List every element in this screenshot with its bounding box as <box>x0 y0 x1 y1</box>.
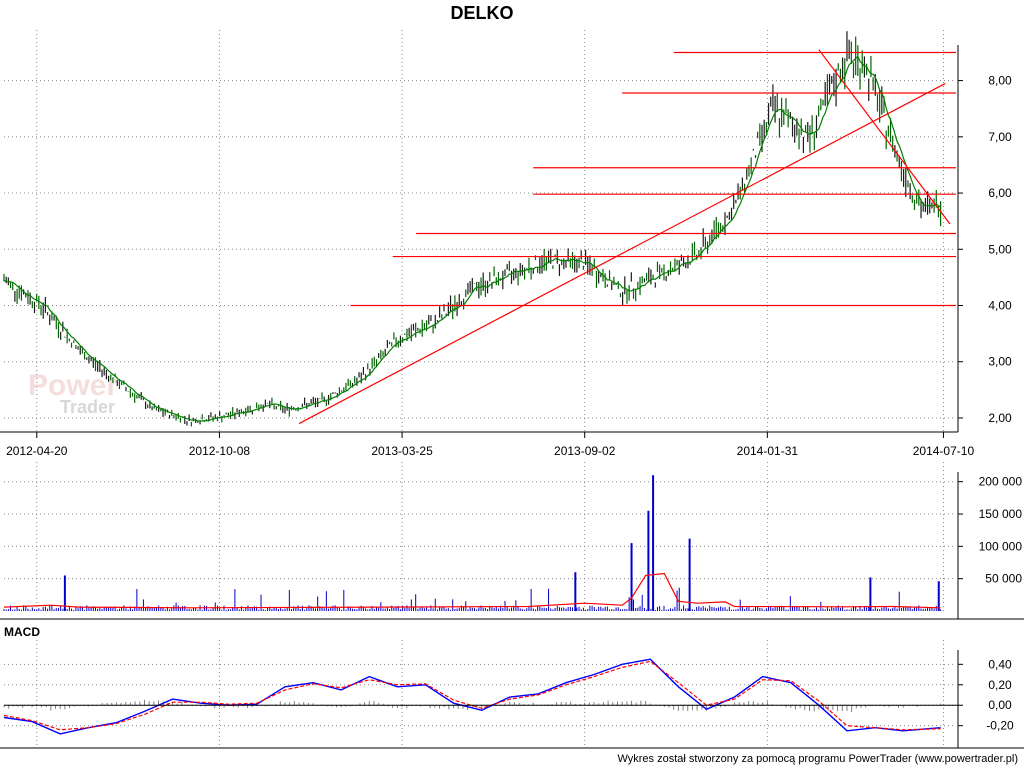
volume-tick-label: 50 000 <box>985 572 1022 586</box>
support-resistance-lines <box>298 49 956 425</box>
x-tick-label: 2012-04-20 <box>6 444 68 458</box>
grid <box>4 30 954 748</box>
macd-tick-label: 0,40 <box>988 657 1012 671</box>
price-tick-label: 4,00 <box>988 298 1012 312</box>
watermark-power: Power <box>28 369 118 402</box>
chart-title: DELKO <box>451 3 514 23</box>
trendline <box>298 82 946 425</box>
macd-signal-line <box>3 660 941 731</box>
price-tick-label: 3,00 <box>988 355 1012 369</box>
price-tick-label: 2,00 <box>988 411 1012 425</box>
price-tick-label: 6,00 <box>988 186 1012 200</box>
price-tick-label: 7,00 <box>988 130 1012 144</box>
x-tick-label: 2014-01-31 <box>737 444 799 458</box>
volume-tick-label: 150 000 <box>979 507 1023 521</box>
macd-tick-label: 0,20 <box>988 678 1012 692</box>
x-tick-label: 2012-10-08 <box>189 444 251 458</box>
x-tick-label: 2013-09-02 <box>554 444 616 458</box>
macd-line <box>3 658 941 735</box>
volume-tick-label: 200 000 <box>979 475 1023 489</box>
price-tick-label: 5,00 <box>988 242 1012 256</box>
axes: 2012-04-20 2012-10-08 2013-03-25 2013-09-02… <box>0 45 1024 749</box>
volume-moving-average <box>3 572 941 609</box>
volume-plot <box>3 475 942 611</box>
price-plot <box>3 31 942 427</box>
volume-tick-label: 100 000 <box>979 539 1023 553</box>
macd-plot <box>3 658 942 735</box>
trendline <box>818 49 951 225</box>
x-tick-label: 2013-03-25 <box>371 444 433 458</box>
macd-tick-label: -0,20 <box>986 719 1014 733</box>
watermark-logo: Power Trader <box>28 369 118 417</box>
price-moving-average <box>3 55 941 422</box>
x-tick-label: 2014-07-10 <box>913 444 975 458</box>
macd-label: MACD <box>4 625 40 639</box>
footer-credit: Wykres został stworzony za pomocą progra… <box>617 753 1018 765</box>
price-tick-label: 8,00 <box>988 74 1012 88</box>
macd-tick-label: 0,00 <box>988 698 1012 712</box>
watermark-trader: Trader <box>60 397 115 417</box>
